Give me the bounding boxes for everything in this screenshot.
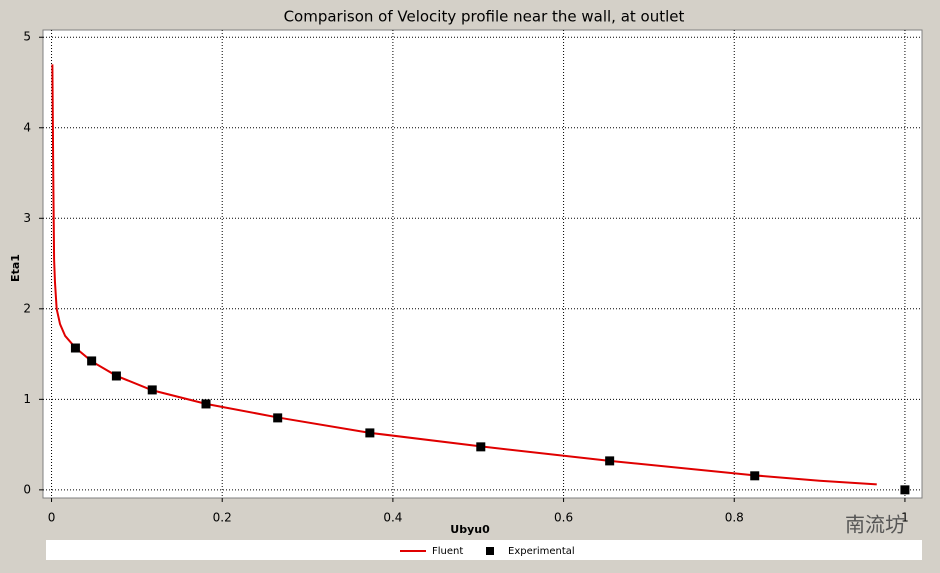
x-tick-label: 0.4 [383, 511, 402, 525]
y-tick-label: 5 [23, 30, 31, 44]
data-point [70, 343, 80, 353]
data-point [900, 485, 910, 495]
legend-box [46, 540, 922, 560]
chart-title: Comparison of Velocity profile near the … [284, 8, 685, 26]
y-axis-label: Eta1 [9, 254, 22, 282]
x-tick-label: 0.8 [725, 511, 744, 525]
x-tick-label: 1 [901, 511, 909, 525]
data-point [605, 456, 615, 466]
y-tick-label: 4 [23, 120, 31, 134]
data-point [147, 385, 157, 395]
y-tick-label: 1 [23, 392, 31, 406]
plot-area [42, 29, 923, 499]
data-point [365, 428, 375, 438]
x-tick-label: 0.2 [213, 511, 232, 525]
y-tick-label: 0 [23, 482, 31, 496]
legend-label: Fluent [432, 546, 463, 557]
y-tick-label: 3 [23, 211, 31, 225]
legend-swatch [486, 547, 494, 555]
data-point [201, 399, 211, 409]
data-point [111, 371, 121, 381]
x-axis-label: Ubyu0 [450, 523, 490, 536]
data-point [273, 413, 283, 423]
x-tick-label: 0 [48, 511, 56, 525]
data-point [87, 356, 97, 366]
watermark: 南流坊 [845, 513, 905, 537]
data-point [750, 471, 760, 481]
y-tick-label: 2 [23, 301, 31, 315]
data-point [476, 442, 486, 452]
legend-label: Experimental [508, 546, 575, 557]
x-tick-label: 0.6 [554, 511, 573, 525]
